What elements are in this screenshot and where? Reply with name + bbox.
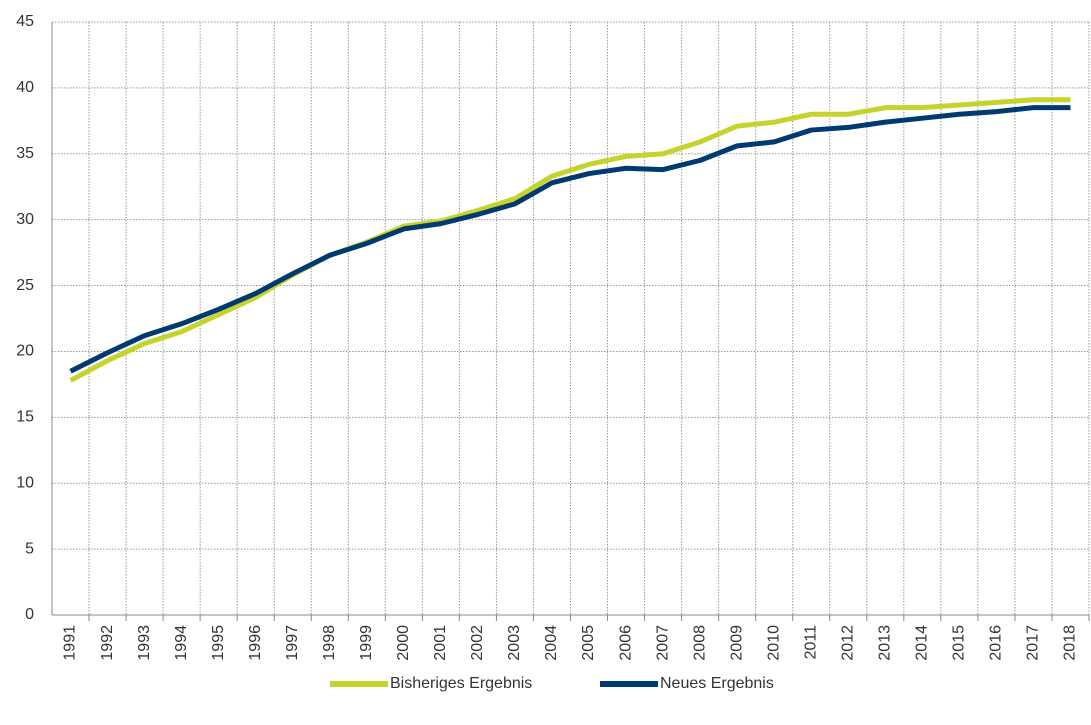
x-tick-label: 1996 (247, 625, 264, 661)
legend-label: Bisheriges Ergebnis (390, 675, 532, 692)
x-tick-label: 2002 (469, 625, 486, 661)
line (69, 97, 1071, 383)
x-tick-label: 2014 (914, 625, 931, 661)
y-tick-label: 20 (16, 343, 34, 360)
x-tick-label: 1991 (62, 625, 79, 661)
x-tick-label: 2010 (765, 625, 782, 661)
y-tick-label: 0 (25, 606, 34, 623)
x-tick-label: 2000 (395, 625, 412, 661)
x-tick-label: 2003 (506, 625, 523, 661)
line (69, 105, 1071, 374)
x-tick-label: 2011 (802, 625, 819, 660)
legend-label: Neues Ergebnis (660, 675, 774, 692)
y-tick-label: 35 (16, 145, 34, 162)
x-tick-label: 1999 (358, 625, 375, 661)
x-tick-label: 2012 (839, 625, 856, 661)
x-tick-label: 2004 (543, 625, 560, 661)
x-tick-label: 2013 (877, 625, 894, 661)
y-tick-label: 25 (16, 277, 34, 294)
x-tick-label: 2016 (988, 625, 1005, 661)
y-tick-label: 5 (25, 540, 34, 557)
x-tick-label: 2006 (617, 625, 634, 661)
x-tick-label: 2017 (1025, 625, 1042, 661)
y-tick-label: 15 (16, 409, 34, 426)
x-tick-label: 1994 (173, 625, 190, 661)
x-tick-label: 2007 (654, 625, 671, 661)
x-tick-label: 1993 (136, 625, 153, 661)
x-tick-label: 1992 (99, 625, 116, 661)
x-tick-label: 2009 (728, 625, 745, 661)
x-tick-label: 2018 (1062, 625, 1079, 661)
x-tick-label: 2008 (691, 625, 708, 661)
x-tick-label: 2015 (951, 625, 968, 661)
y-tick-label: 10 (16, 474, 34, 491)
x-tick-label: 1997 (284, 625, 301, 661)
x-tick-label: 2001 (432, 625, 449, 661)
y-tick-label: 30 (16, 211, 34, 228)
x-tick-label: 1995 (210, 625, 227, 661)
x-tick-label: 2005 (580, 625, 597, 661)
y-tick-label: 40 (16, 79, 34, 96)
y-tick-label: 45 (16, 13, 34, 30)
x-tick-label: 1998 (321, 625, 338, 661)
